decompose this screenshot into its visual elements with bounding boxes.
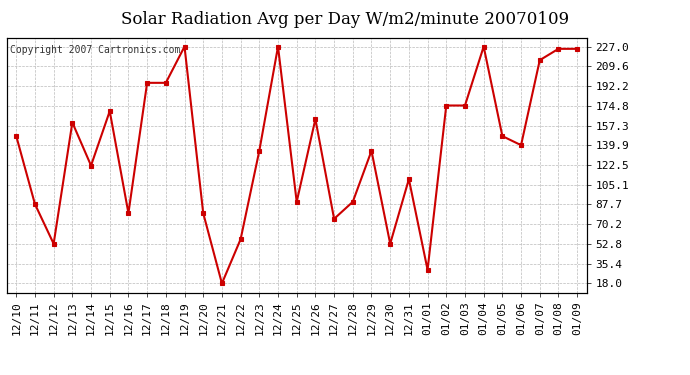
Text: Copyright 2007 Cartronics.com: Copyright 2007 Cartronics.com bbox=[10, 45, 180, 55]
Text: Solar Radiation Avg per Day W/m2/minute 20070109: Solar Radiation Avg per Day W/m2/minute … bbox=[121, 11, 569, 28]
